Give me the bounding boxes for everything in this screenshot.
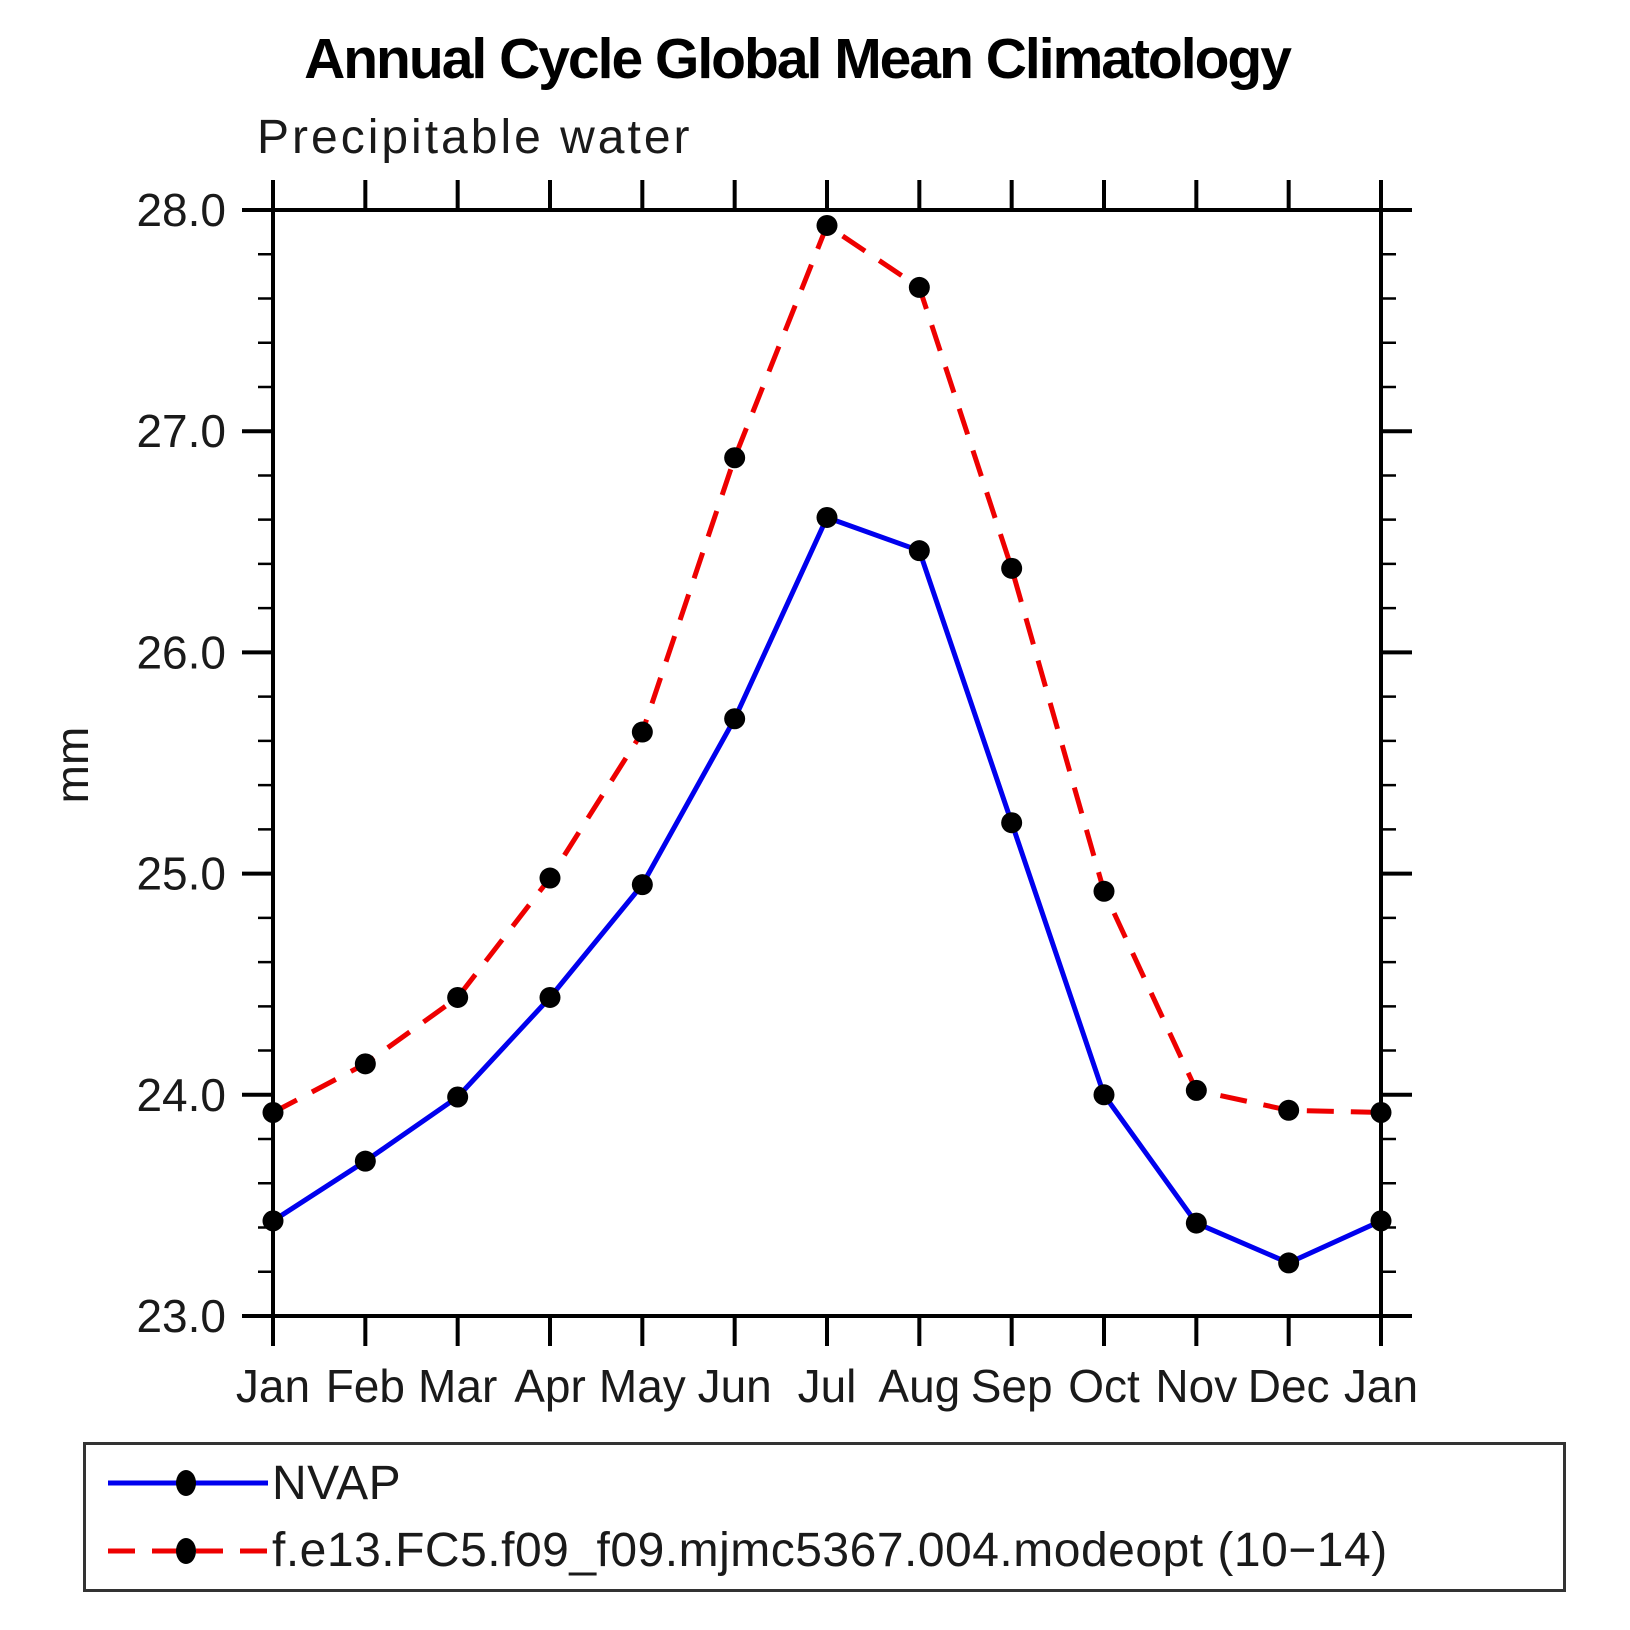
data-point-model [262,1101,284,1123]
y-tick-label: 27.0 [136,405,226,457]
x-tick-label: Sep [971,1360,1053,1412]
data-point-nvap [908,540,930,562]
y-tick-label: 24.0 [136,1069,226,1121]
x-tick-label: Jan [1344,1360,1418,1412]
x-tick-label: Mar [418,1360,497,1412]
data-point-nvap [1278,1252,1300,1274]
y-tick-label: 26.0 [136,626,226,678]
x-tick-label: Jan [236,1360,310,1412]
y-tick-label: 23.0 [136,1290,226,1342]
legend-marker-dot [176,1537,196,1564]
x-tick-label: Aug [878,1360,960,1412]
x-tick-label: Jun [698,1360,772,1412]
plot-frame [271,208,1383,1318]
data-point-model [1185,1079,1207,1101]
x-tick-label: Jul [798,1360,857,1412]
legend-item-model: f.e13.FC5.f09_f09.mjmc5367.004.modeopt (… [96,1522,1563,1580]
chart-title: Annual Cycle Global Mean Climatology [304,27,1292,91]
data-point-nvap [1370,1210,1392,1232]
x-tick-label: May [599,1360,686,1412]
data-point-model [631,721,653,743]
y-tick-label: 28.0 [136,184,226,236]
y-tick-label: 25.0 [136,848,226,900]
data-point-model [1093,880,1115,902]
data-point-nvap [1185,1212,1207,1234]
legend-box: NVAP f.e13.FC5.f09_f09.mjmc5367.004.mode… [83,1442,1566,1592]
x-tick-label: Oct [1068,1360,1140,1412]
x-tick-label: Apr [514,1360,586,1412]
data-point-nvap [447,1086,469,1108]
data-point-nvap [1093,1084,1115,1106]
data-point-nvap [354,1150,376,1172]
legend-sample-dashed-line [108,1537,268,1564]
data-point-nvap [1001,812,1023,834]
legend-label-nvap: NVAP [272,1456,402,1510]
data-point-nvap [631,874,653,896]
data-point-model [1278,1099,1300,1121]
data-point-model [354,1053,376,1075]
x-tick-label: Feb [326,1360,405,1412]
data-point-model [447,986,469,1008]
data-point-nvap [262,1210,284,1232]
data-point-model [1370,1101,1392,1123]
data-point-nvap [724,708,746,730]
x-tick-label: Nov [1155,1360,1237,1412]
legend-item-nvap: NVAP [96,1454,1563,1512]
data-point-model [539,867,561,889]
data-point-model [724,447,746,469]
legend-sample-solid-line [108,1470,268,1497]
data-point-model [1001,557,1023,579]
x-tick-label: Dec [1248,1360,1330,1412]
legend-label-model: f.e13.FC5.f09_f09.mjmc5367.004.modeopt (… [272,1524,1388,1578]
data-point-model [816,214,838,236]
series-line-nvap [271,514,1383,1266]
data-point-nvap [539,986,561,1008]
series-line-model [271,221,1382,1115]
chart-subtitle: Precipitable water [257,111,693,164]
data-point-model [908,276,930,298]
data-point-nvap [816,506,838,528]
legend-marker-dot [176,1470,196,1497]
